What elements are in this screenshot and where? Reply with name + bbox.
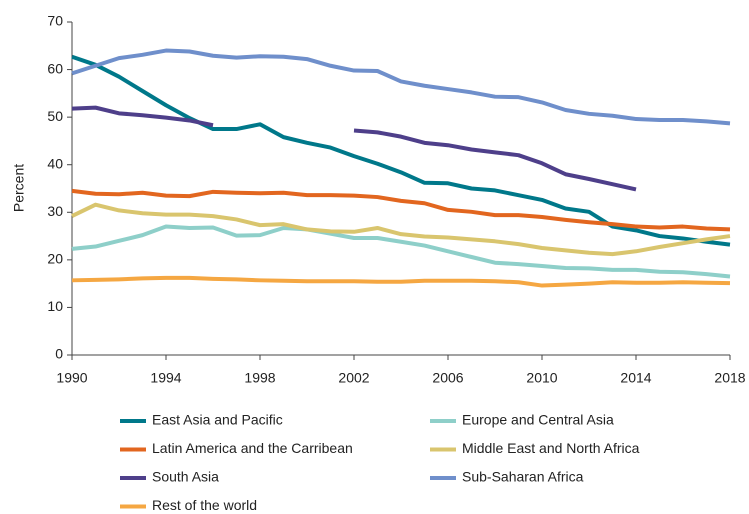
y-axis-label: Percent [11,164,27,212]
y-tick-label: 60 [47,60,63,76]
y-tick-label: 70 [47,13,63,29]
series-line [71,105,637,192]
y-tick-label: 50 [47,108,63,124]
y-tick-label: 10 [47,298,63,314]
x-tick-label: 2018 [714,370,745,386]
legend-label: South Asia [152,469,219,485]
x-tick-label: 2014 [620,370,651,386]
series-line [71,202,731,257]
legend-label: Europe and Central Asia [462,412,614,428]
legend-label: East Asia and Pacific [152,412,283,428]
series-line [71,54,731,247]
x-tick-label: 1990 [56,370,87,386]
legend-label: Middle East and North Africa [462,440,640,456]
y-tick-label: 30 [47,203,63,219]
x-tick-label: 1994 [150,370,181,386]
x-tick-label: 1998 [244,370,275,386]
legend-label: Sub-Saharan Africa [462,469,584,485]
legend-label: Latin America and the Carribean [152,440,353,456]
y-tick-label: 0 [55,346,63,362]
legend-label: Rest of the world [152,497,257,513]
x-tick-label: 2006 [432,370,463,386]
y-tick-label: 20 [47,251,63,267]
x-tick-label: 2010 [526,370,557,386]
y-tick-label: 40 [47,155,63,171]
series-line [71,48,731,126]
x-tick-label: 2002 [338,370,369,386]
series-line [71,275,731,288]
series-line [71,224,731,279]
series-line [71,188,731,232]
